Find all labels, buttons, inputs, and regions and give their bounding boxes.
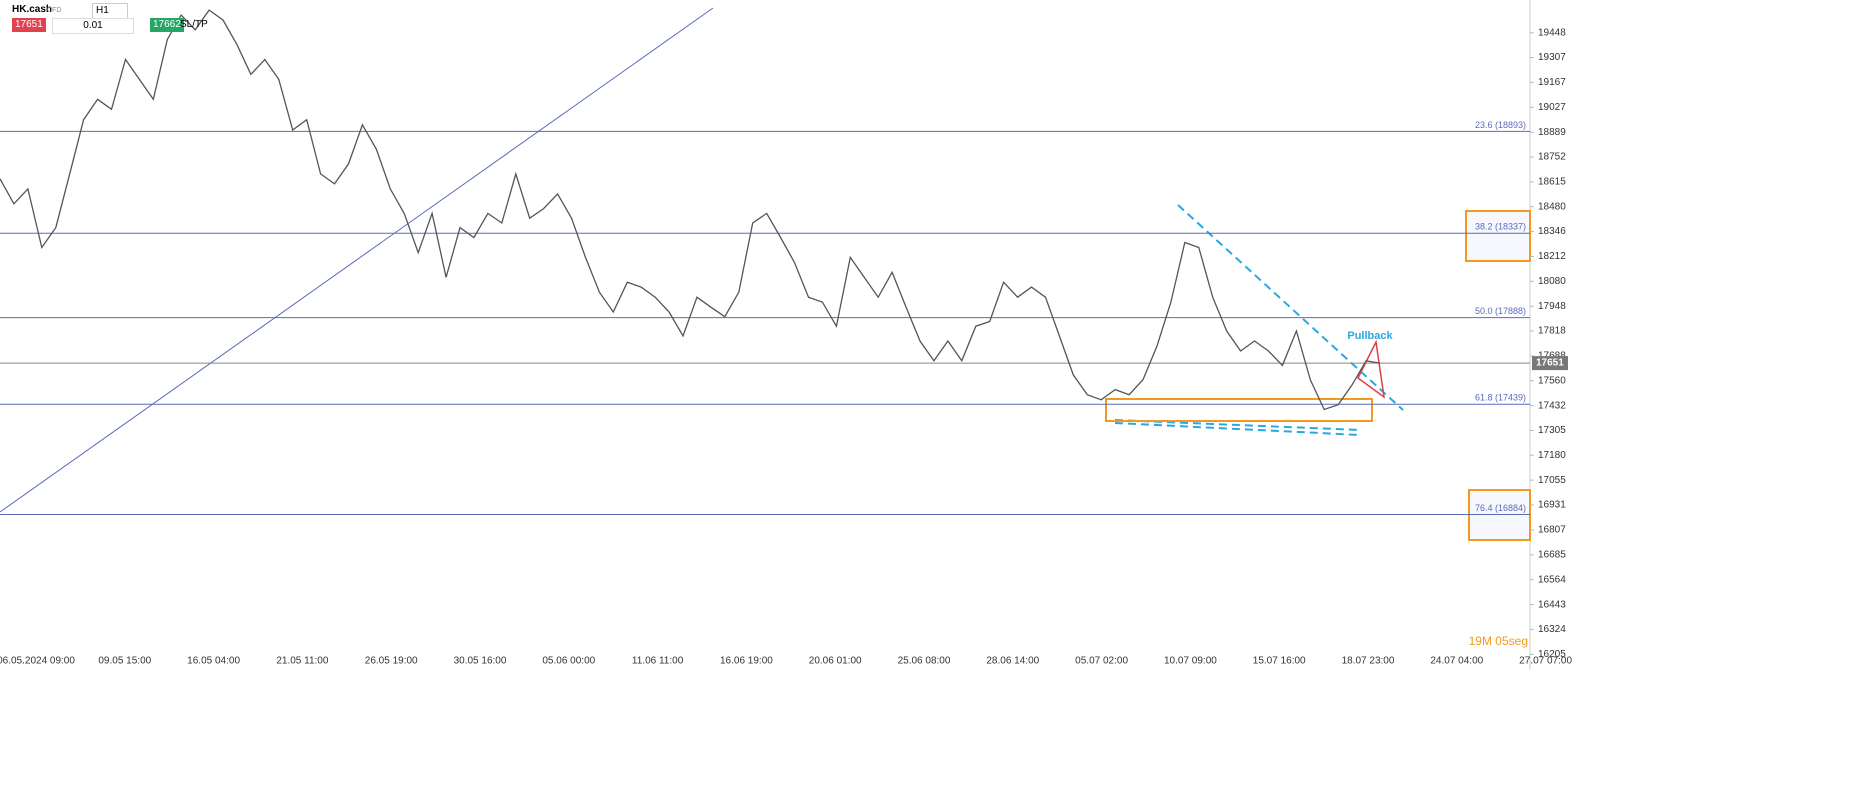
fib-label: 76.4 (16884) <box>1475 503 1526 513</box>
pullback-triangle <box>1357 339 1385 399</box>
volume[interactable]: 0.01 <box>52 18 134 34</box>
x-tick-label: 25.06 08:00 <box>898 656 951 667</box>
x-tick-label: 18.07 23:00 <box>1342 656 1395 667</box>
x-tick-label: 06.05.2024 09:00 <box>0 656 75 667</box>
y-tick-label: 19307 <box>1538 52 1566 63</box>
trend-line <box>0 7 714 513</box>
y-tick-label: 16807 <box>1538 525 1566 536</box>
zone-box <box>1105 398 1373 422</box>
x-tick-label: 26.05 19:00 <box>365 656 418 667</box>
last-price-label: 17651 <box>1536 358 1564 369</box>
support-line <box>1114 422 1361 436</box>
fib-label: 61.8 (17439) <box>1475 393 1526 403</box>
x-tick-label: 09.05 15:00 <box>98 656 151 667</box>
y-tick-label: 16443 <box>1538 599 1566 610</box>
y-tick-label: 18889 <box>1538 127 1566 138</box>
x-tick-label: 24.07 04:00 <box>1430 656 1483 667</box>
y-tick-label: 17432 <box>1538 400 1566 411</box>
y-tick-label: 19448 <box>1538 27 1566 38</box>
ask[interactable]: 17662 <box>150 18 184 32</box>
fib-label: 38.2 (18337) <box>1475 222 1526 232</box>
fib-label: 23.6 (18893) <box>1475 120 1526 130</box>
x-tick-label: 10.07 09:00 <box>1164 656 1217 667</box>
y-tick-label: 18346 <box>1538 226 1566 237</box>
y-tick-label: 19027 <box>1538 102 1566 113</box>
timer: 19M 05seg <box>1469 634 1528 648</box>
resistance-line <box>1177 204 1404 411</box>
y-tick-label: 18752 <box>1538 152 1566 163</box>
y-tick-label: 17818 <box>1538 326 1566 337</box>
x-tick-label: 16.06 19:00 <box>720 656 773 667</box>
y-tick-label: 17948 <box>1538 301 1566 312</box>
last-price-tag <box>1532 356 1568 371</box>
x-tick-label: 20.06 01:00 <box>809 656 862 667</box>
y-tick-label: 18615 <box>1538 177 1566 188</box>
y-tick-label: 17055 <box>1538 475 1566 486</box>
x-tick-label: 16.05 04:00 <box>187 656 240 667</box>
x-tick-label: 27.07 07:00 <box>1519 656 1572 667</box>
y-tick-label: 17305 <box>1538 425 1566 436</box>
price-line <box>0 9 1381 411</box>
target-box <box>1465 210 1531 262</box>
x-tick-label: 21.05 11:00 <box>276 656 329 667</box>
x-tick-label: 15.07 16:00 <box>1253 656 1306 667</box>
y-tick-label: 19167 <box>1538 77 1566 88</box>
timeframe[interactable]: H1 <box>92 3 128 19</box>
y-tick-label: 16205 <box>1538 649 1566 660</box>
symbol[interactable]: HK.cash <box>12 4 53 15</box>
y-tick-label: 16564 <box>1538 574 1566 585</box>
y-tick-label: 16931 <box>1538 500 1566 511</box>
y-tick-label: 18212 <box>1538 251 1566 262</box>
x-tick-label: 30.05 16:00 <box>454 656 507 667</box>
y-tick-label: 18480 <box>1538 201 1566 212</box>
x-tick-label: 28.06 14:00 <box>986 656 1039 667</box>
annotation: Pullback <box>1347 330 1393 342</box>
x-tick-label: 05.07 02:00 <box>1075 656 1128 667</box>
y-tick-label: 17560 <box>1538 375 1566 386</box>
x-tick-label: 05.06 00:00 <box>542 656 595 667</box>
target-box <box>1468 489 1531 541</box>
bid[interactable]: 17651 <box>12 18 46 32</box>
y-tick-label: 18080 <box>1538 276 1566 287</box>
x-tick-label: 11.06 11:00 <box>632 656 684 667</box>
fib-label: 50.0 (17888) <box>1475 306 1526 316</box>
sltp[interactable]: SL/TP <box>180 19 208 30</box>
y-tick-label: 17180 <box>1538 450 1566 461</box>
instrument: CFD <box>47 7 62 14</box>
y-tick-label: 16685 <box>1538 549 1566 560</box>
y-tick-label: 16324 <box>1538 624 1566 635</box>
